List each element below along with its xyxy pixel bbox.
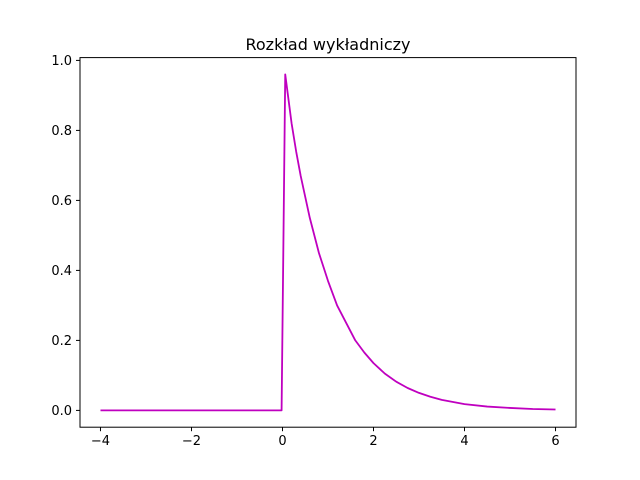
y-tick-label: 1.0 <box>51 54 72 69</box>
x-tick-label: 6 <box>551 434 559 449</box>
series-layer <box>100 73 556 412</box>
plot-frame <box>79 57 577 428</box>
y-tick-label: 0.8 <box>51 124 72 139</box>
x-tick-label: −4 <box>91 434 110 449</box>
x-tick-label: −2 <box>182 434 201 449</box>
x-tick-label: 2 <box>369 434 377 449</box>
series-line <box>100 73 556 412</box>
y-tick-label: 0.6 <box>51 194 72 209</box>
y-tick-label: 0.2 <box>51 334 72 349</box>
x-tick-label: 4 <box>460 434 468 449</box>
y-tick-label: 0.4 <box>51 264 72 279</box>
chart-title: Rozkład wykładniczy <box>245 35 410 54</box>
y-axis-ticks: 0.0 0.2 0.4 0.6 0.8 1.0 <box>51 54 80 419</box>
x-axis-ticks: −4 −2 0 2 4 6 <box>91 427 560 449</box>
y-tick-label: 0.0 <box>51 404 72 419</box>
x-tick-label: 0 <box>278 434 286 449</box>
